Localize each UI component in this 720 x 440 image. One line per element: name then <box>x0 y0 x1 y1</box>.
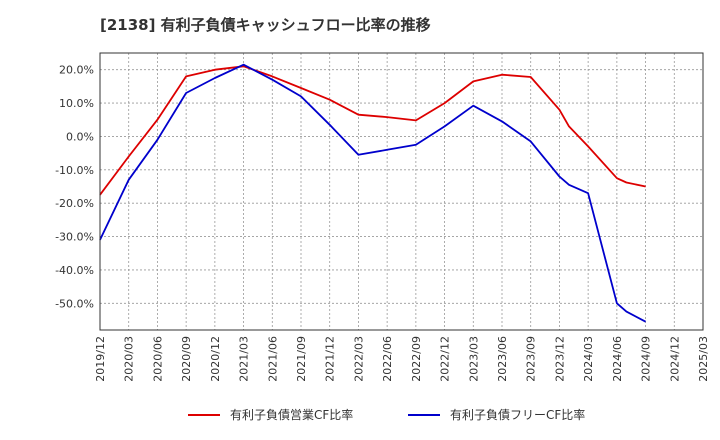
y-tick-label: 10.0% <box>59 97 94 110</box>
chart-title: [2138] 有利子負債キャッシュフロー比率の推移 <box>100 16 431 34</box>
x-tick-label: 2024/03 <box>582 336 595 382</box>
x-tick-label: 2023/09 <box>525 336 538 382</box>
x-tick-label: 2020/12 <box>209 336 222 382</box>
x-tick-label: 2023/03 <box>467 336 480 382</box>
x-tick-label: 2020/06 <box>151 336 164 382</box>
x-tick-label: 2023/06 <box>496 336 509 382</box>
x-tick-label: 2019/12 <box>94 336 107 382</box>
y-tick-label: -50.0% <box>55 297 94 310</box>
y-tick-label: -20.0% <box>55 197 94 210</box>
x-tick-label: 2021/06 <box>266 336 279 382</box>
y-tick-label: -10.0% <box>55 164 94 177</box>
legend: 有利子負債営業CF比率 有利子負債フリーCF比率 <box>188 407 585 422</box>
legend-label-2: 有利子負債フリーCF比率 <box>450 407 585 422</box>
y-tick-label: -40.0% <box>55 264 94 277</box>
x-tick-label: 2024/09 <box>640 336 653 382</box>
x-tick-label: 2022/03 <box>352 336 365 382</box>
y-tick-label: 0.0% <box>66 130 94 143</box>
y-tick-label: 20.0% <box>59 64 94 77</box>
x-tick-label: 2020/03 <box>123 336 136 382</box>
legend-label-1: 有利子負債営業CF比率 <box>230 407 353 422</box>
x-tick-label: 2022/06 <box>381 336 394 382</box>
plot-frame <box>99 52 704 331</box>
y-axis-ticks: 20.0% 10.0% 0.0% -10.0% -20.0% -30.0% -40.0% -5… <box>55 64 94 311</box>
x-axis-ticks: 2019/12 2020/03 2020/06 2020/09 2020/12 2021/… <box>94 336 710 382</box>
x-tick-label: 2021/12 <box>324 336 337 382</box>
x-tick-label: 2021/09 <box>295 336 308 382</box>
x-tick-label: 2025/03 <box>697 336 710 382</box>
y-tick-label: -30.0% <box>55 231 94 244</box>
x-tick-label: 2020/09 <box>180 336 193 382</box>
x-tick-label: 2022/09 <box>410 336 423 382</box>
x-tick-label: 2024/06 <box>611 336 624 382</box>
series-line-2 <box>99 63 647 323</box>
x-tick-label: 2022/12 <box>439 336 452 382</box>
series-lines <box>99 63 647 323</box>
series-line-1 <box>99 65 646 196</box>
x-tick-label: 2024/12 <box>668 336 681 382</box>
grid-lines <box>99 53 704 330</box>
x-tick-label: 2023/12 <box>553 336 566 382</box>
x-tick-label: 2021/03 <box>238 336 251 382</box>
